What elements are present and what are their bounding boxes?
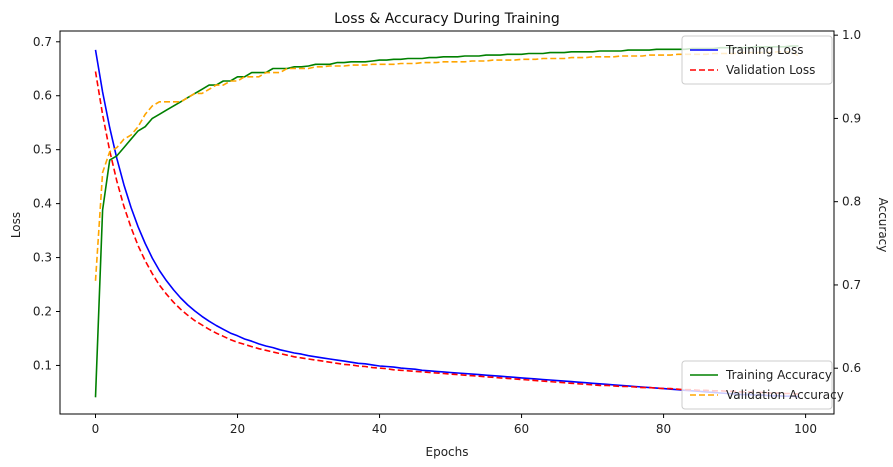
legend-label-training-loss: Training Loss — [725, 43, 803, 57]
x-tick-label: 0 — [92, 422, 100, 436]
x-tick-label: 100 — [794, 422, 817, 436]
legend-label-validation-accuracy: Validation Accuracy — [726, 388, 844, 402]
plot-area: 0 20 40 60 80 100 0.1 0.2 0.3 0.4 0.5 0.6 0.7 0.6 0.7 0… — [33, 28, 861, 436]
y-right-tick-label: 0.9 — [842, 111, 861, 125]
series-line-validation-loss — [94, 71, 799, 395]
y-left-tick-label: 0.6 — [33, 89, 52, 103]
x-tick-label: 60 — [514, 422, 529, 436]
legend-box-upper-right — [681, 35, 833, 85]
series-line-validation-accuracy — [94, 50, 799, 281]
x-tick-label: 20 — [230, 422, 245, 436]
legend-label-validation-loss: Validation Loss — [726, 63, 815, 77]
y-right-tick-label: 0.8 — [842, 195, 861, 209]
x-tick-label: 80 — [656, 422, 671, 436]
y-axis-right-label: Accuracy — [876, 198, 890, 253]
y-left-tick-label: 0.2 — [33, 305, 52, 319]
y-right-tick-label: 1.0 — [842, 28, 861, 42]
y-right-tick-label: 0.7 — [842, 278, 861, 292]
y-left-tick-label: 0.1 — [33, 358, 52, 372]
y-left-tick-label: 0.5 — [33, 143, 52, 157]
legend-label-training-accuracy: Training Accuracy — [725, 368, 832, 382]
chart-title: Loss & Accuracy During Training — [334, 11, 560, 27]
legend-box-lower-right — [681, 360, 833, 410]
y-left-tick-label: 0.4 — [33, 197, 52, 211]
y-left-tick-label: 0.3 — [33, 251, 52, 265]
plot-frame — [59, 30, 835, 415]
x-tick-label: 40 — [372, 422, 387, 436]
y-right-tick-label: 0.6 — [842, 361, 861, 375]
series-line-training-accuracy — [94, 45, 799, 398]
y-left-tick-label: 0.7 — [33, 35, 52, 49]
y-axis-left-label: Loss — [9, 212, 23, 238]
x-axis-label: Epochs — [426, 445, 469, 459]
